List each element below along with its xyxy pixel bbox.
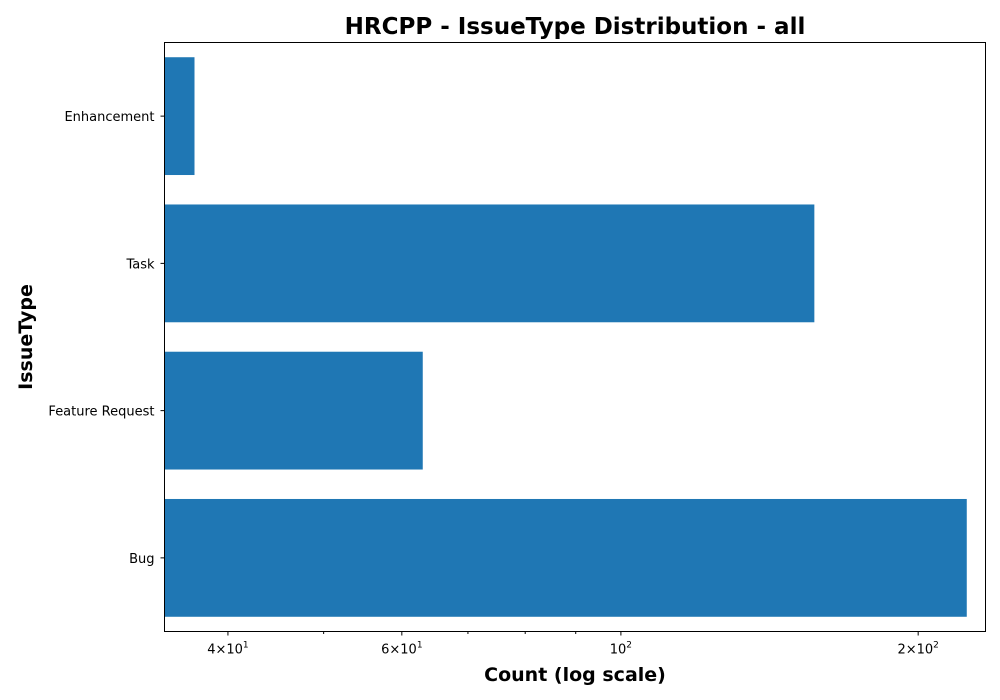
x-tick-label: 6×101 (381, 641, 422, 658)
bars-group (164, 57, 967, 617)
x-tick-label: 2×102 (897, 641, 938, 658)
chart-title: HRCPP - IssueType Distribution - all (345, 14, 806, 40)
y-tick-label-bug: Bug (129, 552, 154, 567)
y-tick-label-task: Task (125, 257, 155, 272)
y-tick-label-enhancement: Enhancement (64, 110, 154, 125)
bar-task (164, 204, 815, 323)
y-axis-label: IssueType (15, 284, 37, 390)
x-axis-label: Count (log scale) (484, 664, 666, 686)
y-ticks-group: Bug Feature Request Task Enhancement (48, 110, 165, 567)
y-tick-label-feature-request: Feature Request (48, 405, 154, 420)
x-tick-label: 4×101 (207, 641, 248, 658)
x-ticks-group: 4×101 6×101 102 2×102 (207, 631, 939, 658)
bar-bug (164, 498, 967, 617)
bar-enhancement (164, 57, 195, 176)
plot-frame (164, 42, 986, 632)
bar-feature-request (164, 351, 423, 470)
x-tick-label: 102 (610, 641, 632, 658)
